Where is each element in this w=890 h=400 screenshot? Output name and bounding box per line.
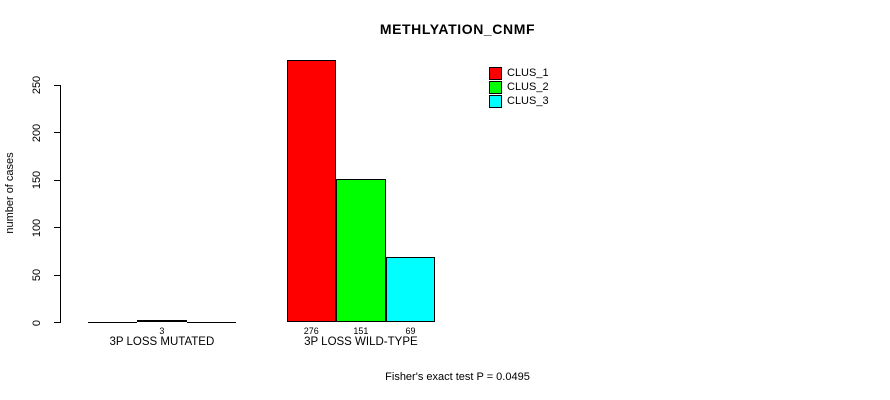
legend-label: CLUS_3 [507,95,549,107]
y-tick [54,322,60,323]
y-tick [54,274,60,276]
y-tick-label: 100 [31,218,43,237]
y-tick-label: 200 [31,123,43,142]
bar-clus_2 [137,319,187,323]
y-tick [54,227,60,228]
legend-swatch-icon [489,94,502,108]
bar-value-label: 69 [405,326,416,336]
bar-clus_1-zero [87,322,138,323]
bar-value-label: 276 [303,326,319,336]
legend-label: CLUS_2 [507,81,549,93]
x-category-label: 3P LOSS WILD-TYPE [304,336,418,348]
legend-label: CLUS_1 [507,67,549,79]
y-tick-label: 150 [31,170,43,190]
y-axis-line [60,85,61,323]
y-tick-label: 0 [31,319,43,326]
y-tick [54,179,60,181]
y-tick [54,132,60,133]
fisher-test-annotation: Fisher's exact test P = 0.0495 [385,371,530,383]
bar-clus_1 [286,60,337,323]
bar-clus_2 [336,179,386,323]
y-tick-label: 250 [31,75,43,95]
y-tick-label: 50 [31,268,43,282]
bar-clus_3 [385,256,436,323]
bar-value-label: 151 [353,326,369,336]
legend-swatch-icon [489,80,502,94]
bar-value-label: 3 [159,326,165,336]
x-category-label: 3P LOSS MUTATED [109,336,215,348]
bar-clus_3-zero [186,322,237,323]
y-tick [54,84,60,86]
chart-title: METHLYATION_CNMF [379,21,536,37]
y-axis-title: number of cases [4,152,16,234]
legend-swatch-icon [489,66,502,80]
